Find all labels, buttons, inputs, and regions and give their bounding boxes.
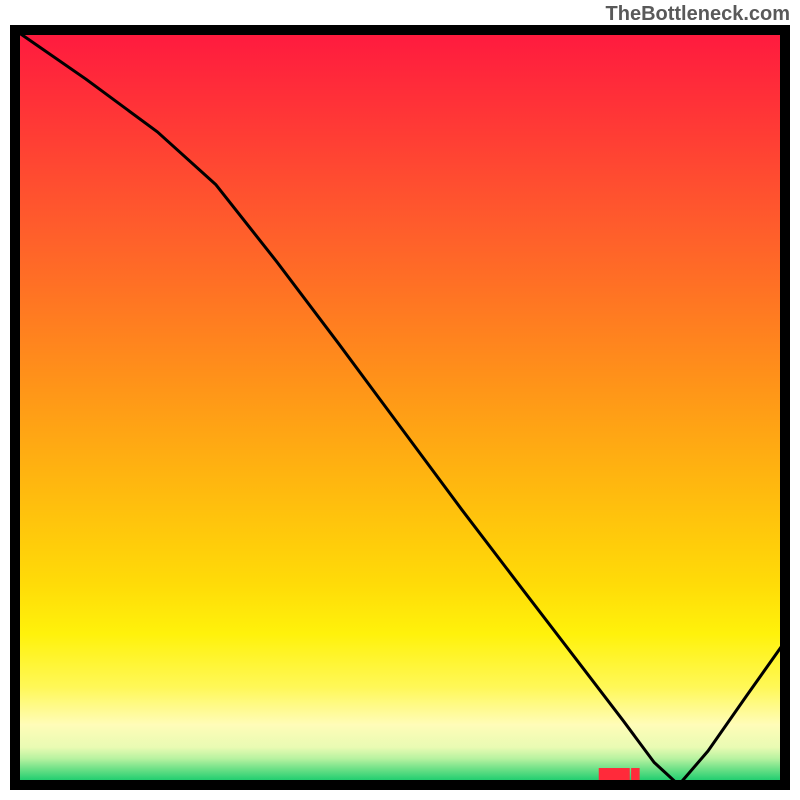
- watermark-text: TheBottleneck.com: [606, 3, 790, 25]
- plot-gradient: [15, 30, 785, 785]
- bottleneck-chart: ████ █ TheBottleneck.com: [0, 0, 800, 800]
